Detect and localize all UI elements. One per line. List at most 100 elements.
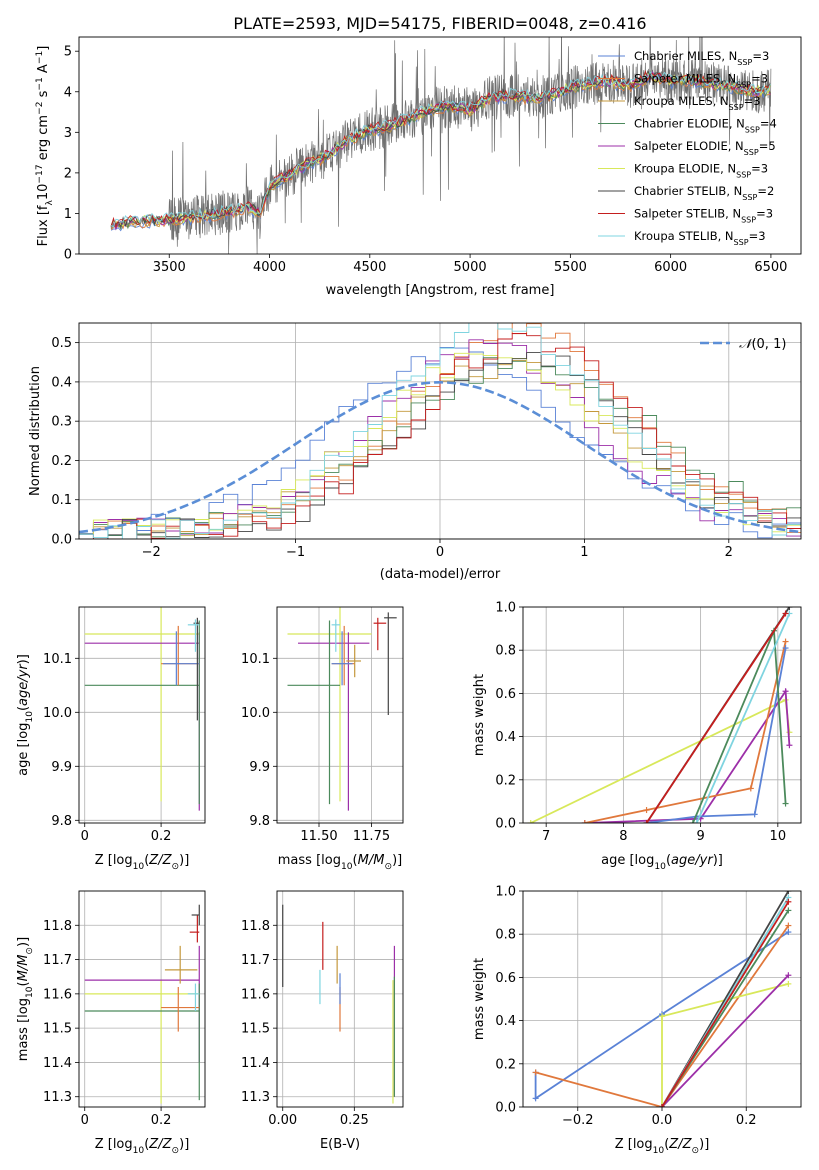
figure-title: PLATE=2593, MJD=54175, FIBERID=0048, z=0… [233,14,646,33]
x-tick-label: 11.50 [300,829,337,844]
x-tick-label: 11.75 [353,829,390,844]
legend-label: Chabrier ELODIE, NSSP=4 [634,117,777,135]
age-vs-z-axes: 0 0.2 9.8 9.9 10.0 10.1 Z [log10(Z/Z⊙)] age [lo… [16,606,206,872]
y-tick-label: 11.3 [241,1090,270,1105]
x-tick-label: 0.2 [151,1113,172,1128]
y-tick-label: 3 [64,126,72,141]
weight-vs-age-plot-area [523,607,801,823]
series-kroupa-stelib-line [695,613,791,823]
errorbar-salpeter-elodie [84,632,200,811]
y-tick-label: 11.6 [241,987,270,1002]
x-tick-label: 10 [770,829,787,844]
errorbar-kroupa-stelib [187,619,200,652]
y-tick-label: 9.8 [51,814,72,829]
x-tick-label: −2 [142,545,161,560]
errorbar-kroupa-stelib [187,983,200,1011]
y-tick-label: 0.2 [495,1057,516,1072]
x-tick-label: 8 [619,829,627,844]
legend-label: Kroupa MILES, NSSP=3 [634,94,761,112]
y-tick-label: 0.6 [495,687,516,702]
errorbar-salpeter-stelib [189,915,200,943]
age-vs-mass-axes: 11.50 11.75 9.8 9.9 10.0 10.1 mass [log10(M/M⊙… [241,606,404,872]
x-tick-label: 5000 [454,260,487,275]
x-axis-label: mass [log10(M/M⊙)] [278,853,402,872]
y-tick-label: 9.9 [51,760,72,775]
legend-label: Chabrier STELIB, NSSP=2 [634,184,774,202]
x-tick-label: 0.0 [652,1113,673,1128]
x-tick-label: 5500 [554,260,587,275]
model-kroupa-stelib-line [110,70,771,228]
errorbar-salpeter-miles [161,987,200,1032]
y-tick-label: 1.0 [495,885,516,900]
errorbar-salpeter-elodie [84,945,200,1063]
y-tick-label: 0.2 [495,773,516,788]
y-tick-label: 11.8 [241,919,270,934]
y-tick-label: 11.3 [43,1090,72,1105]
residuals-plot-area [79,323,801,539]
y-tick-label: 10.0 [241,706,270,721]
legend-label: Salpeter STELIB, NSSP=3 [634,207,773,225]
x-tick-label: 7 [542,829,550,844]
x-axis-label: E(B-V) [320,1137,360,1152]
age-vs-mass-frame [276,606,404,824]
mass-vs-z-frame [78,890,206,1108]
y-axis-label: Flux [fλ10−17 erg cm−2 s−1 A−1] [35,46,55,247]
y-tick-label: 11.4 [241,1056,270,1071]
x-axis-label: wavelength [Angstrom, rest frame] [326,283,555,298]
y-tick-label: 0.8 [495,928,516,943]
legend-label: Kroupa STELIB, NSSP=3 [634,229,766,247]
x-axis-label: Z [log10(Z/Z⊙)] [95,853,190,872]
legend-label: Kroupa ELODIE, NSSP=3 [634,162,768,180]
errorbar-chabrier-stelib [384,612,397,715]
series-salpeter-elodie-line [661,974,790,1107]
mass-vs-z-axes: 0 0.2 11.3 11.4 11.5 11.6 11.7 11.8 Z [log10(Z/Z… [16,890,206,1156]
model-chabrier-stelib-line [110,70,771,229]
residuals-frame [78,322,802,540]
errorbar-chabrier-elodie [84,983,200,1101]
x-tick-label: 6000 [654,260,687,275]
y-axis-label: mass [log10(M/M⊙)] [16,937,35,1061]
x-tick-label: 0 [436,545,444,560]
errorbar-chabrier-stelib [193,617,200,721]
y-axis-label: age [log10(age/yr)] [16,654,35,776]
y-tick-label: 9.8 [249,814,270,829]
x-tick-label: 2 [725,545,733,560]
y-tick-label: 11.6 [43,987,72,1002]
y-tick-label: 5 [64,45,72,60]
errorbar-kroupa-miles [346,644,361,678]
series-chabrier-miles-line [534,931,789,1101]
series-salpeter-stelib-line [661,901,790,1107]
y-tick-label: 0 [64,248,72,263]
series-salpeter-miles-line [584,641,787,823]
age-vs-z-frame [78,606,206,824]
errorbar-kroupa-miles [164,945,198,984]
histogram-kroupa-stelib [79,323,801,539]
y-tick-label: 0.6 [495,971,516,986]
x-axis-label: (data-model)/error [380,567,501,582]
y-tick-label: 0.0 [495,1101,516,1116]
errorbar-salpeter-elodie [298,632,370,811]
y-tick-label: 0.3 [51,415,72,430]
x-tick-label: 0.00 [268,1113,297,1128]
y-tick-label: 11.4 [43,1056,72,1071]
series-chabrier-miles-line [646,647,787,823]
errorbar-kroupa-elodie [84,980,200,1104]
series-salpeter-miles-line [535,925,790,1107]
x-tick-label: 0 [81,1113,89,1128]
y-tick-label: 0.0 [51,533,72,548]
y-tick-label: 10.0 [43,706,72,721]
errorbar-chabrier-elodie [84,620,200,805]
histogram-kroupa-elodie [79,352,801,537]
errorbar-chabrier-miles [331,631,353,686]
x-axis-label: age [log10(age/yr)] [601,853,723,872]
x-tick-label: 9 [696,829,704,844]
y-tick-label: 0.4 [495,1014,516,1029]
errorbar-salpeter-miles [161,625,200,686]
errorbar-chabrier-miles [163,631,200,686]
y-tick-label: 11.7 [241,953,270,968]
errorbar-kroupa-stelib [331,619,340,652]
x-tick-label: 0 [81,829,89,844]
errorbar-kroupa-elodie [84,607,200,802]
y-tick-label: 1.0 [495,601,516,616]
mass-vs-z-plot-area [79,891,205,1107]
